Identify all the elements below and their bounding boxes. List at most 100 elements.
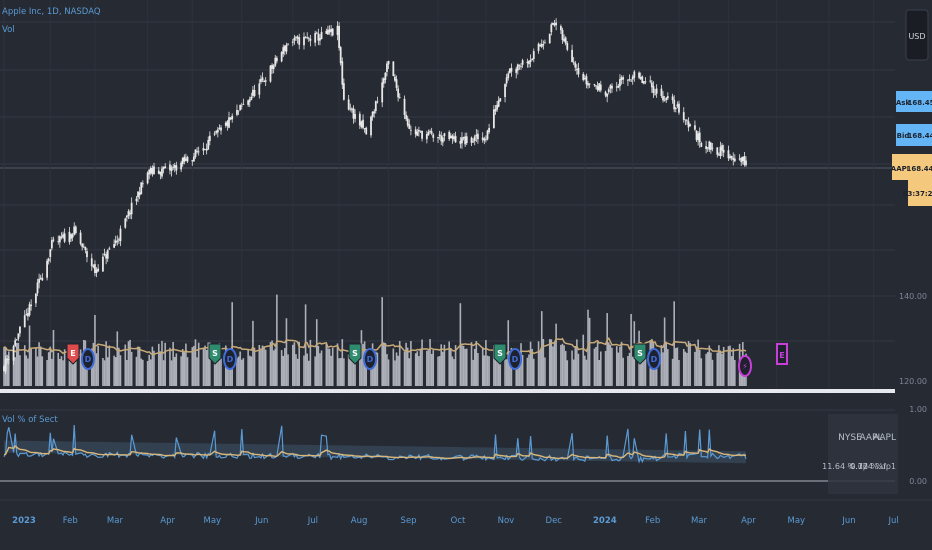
candle-body <box>706 147 709 149</box>
month-label-11: Dec <box>546 516 563 526</box>
candle-body <box>261 77 264 81</box>
volume-bar <box>505 359 508 386</box>
price-axis[interactable]: USD Ask 168.45 Bid 168.44 AAPL 168.44 03… <box>891 9 932 486</box>
candle-body <box>392 61 395 77</box>
candle-body <box>306 37 309 38</box>
candle-body <box>595 85 597 87</box>
candle-body <box>3 366 5 372</box>
volume-bar <box>716 352 719 386</box>
candle-body <box>639 77 642 79</box>
volume-bar <box>185 343 187 386</box>
dividend-icon[interactable]: D <box>647 348 661 370</box>
volume-bar <box>449 349 452 386</box>
svg-text:D: D <box>367 355 374 364</box>
dividend-icon[interactable]: D <box>223 348 237 370</box>
indicator-legend[interactable]: Vol % of Sect <box>2 415 58 425</box>
split-icon[interactable]: S <box>633 343 647 365</box>
volume-legend[interactable]: Vol <box>2 25 15 35</box>
month-label-12: 2024 <box>593 516 617 526</box>
volume-bar <box>673 301 675 386</box>
candle-body <box>354 114 356 119</box>
volume-bar <box>486 355 489 386</box>
candle-body <box>296 36 299 39</box>
volume-bar <box>349 350 352 386</box>
volume-bar <box>526 357 529 386</box>
candle-body <box>440 135 443 142</box>
volume-bar <box>293 342 296 386</box>
volume-bar <box>339 358 342 386</box>
dividend-icon[interactable]: D <box>81 348 95 370</box>
month-labels: 2023 Feb Mar Apr May Jun Jul Aug Sep Oct Nov Dec 202… <box>12 516 899 526</box>
candle-body <box>124 218 127 228</box>
candle-body <box>117 239 120 241</box>
candle-body <box>666 96 669 99</box>
candle-body <box>633 71 636 78</box>
volume-bar <box>239 351 241 386</box>
volume-bar <box>566 360 569 386</box>
volume-bar <box>161 340 163 386</box>
earnings-icon[interactable]: E <box>66 343 80 365</box>
volume-bar <box>218 343 221 386</box>
candle-body <box>575 69 578 70</box>
time-axis[interactable] <box>0 500 932 550</box>
candle-body <box>25 314 28 315</box>
future-earnings-icon[interactable]: E <box>776 343 788 365</box>
volume-bar <box>465 348 468 386</box>
candle-body <box>175 165 178 171</box>
volume-bar <box>574 347 577 386</box>
split-icon[interactable]: S <box>208 343 222 365</box>
volume-bar <box>362 343 364 386</box>
volume-bar <box>95 353 98 386</box>
candle-body <box>218 127 221 129</box>
volume-bar <box>382 342 385 386</box>
candle-body <box>102 256 104 272</box>
volume-bar <box>68 345 71 386</box>
volume-bar <box>102 357 104 386</box>
volume-bar <box>172 341 174 386</box>
candle-body <box>129 212 131 215</box>
volume-bar <box>30 347 32 386</box>
candle-body <box>360 121 363 128</box>
symbol-legend[interactable]: Apple Inc, 1D, NASDAQ <box>2 7 101 17</box>
dividend-icon[interactable]: D <box>508 348 522 370</box>
volume-bar <box>582 334 585 386</box>
volume-bar <box>365 358 368 386</box>
volume-bar <box>217 358 219 386</box>
candle-body <box>630 80 633 82</box>
currency-box[interactable] <box>905 9 929 61</box>
volume-bar <box>253 347 256 386</box>
candle-body <box>615 86 618 88</box>
volume-bar <box>472 359 474 386</box>
candle-body <box>192 156 195 162</box>
split-icon[interactable]: S <box>493 343 507 365</box>
volume-bar <box>678 360 680 386</box>
split-icon[interactable]: S <box>348 343 362 365</box>
candle-body <box>224 122 227 126</box>
candle-body <box>627 79 629 81</box>
pane-separator[interactable] <box>0 389 895 393</box>
candle-body <box>373 111 376 114</box>
candle-body <box>499 98 502 102</box>
volume-bar <box>721 353 723 386</box>
volume-bar <box>325 343 328 386</box>
volume-bar <box>430 353 433 386</box>
candle-body <box>537 43 540 51</box>
volume-bar <box>124 344 127 386</box>
volume-bar <box>146 360 149 386</box>
volume-bar <box>129 339 131 386</box>
volume-bar <box>507 320 510 386</box>
volume-bar <box>427 350 430 386</box>
volume-bar <box>331 347 334 386</box>
candle-body <box>609 85 612 89</box>
volume-bar <box>485 340 487 386</box>
volume-bar <box>643 343 645 386</box>
dividend-icon[interactable]: D <box>363 348 377 370</box>
candle-body <box>240 105 243 107</box>
candle-body <box>548 33 551 44</box>
volume-bar <box>421 339 423 386</box>
lightning-icon[interactable]: ⚡ <box>738 355 752 377</box>
candle-body <box>427 132 430 136</box>
candle-body <box>686 120 688 122</box>
volume-bar <box>175 353 178 386</box>
